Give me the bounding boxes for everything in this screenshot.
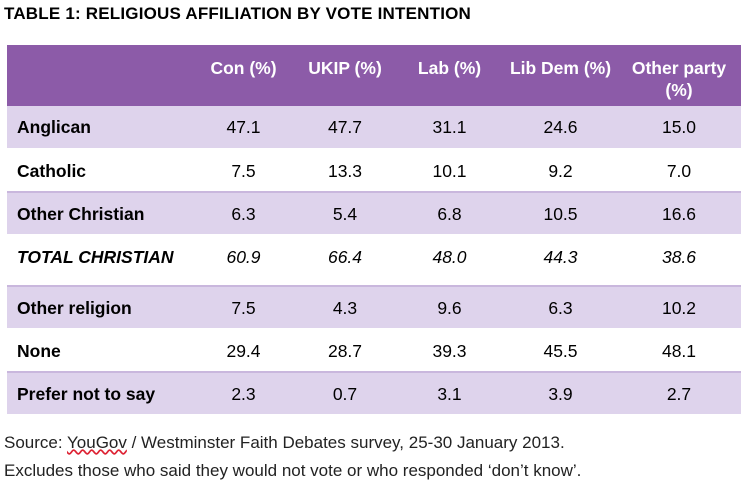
header-cell-other-party: Other party (%): [631, 58, 727, 100]
table-row: Anglican 47.1 47.7 31.1 24.6 15.0: [7, 106, 741, 149]
cell: 24.6: [543, 117, 578, 137]
cell: 6.8: [437, 204, 462, 224]
cell: 7.0: [666, 161, 692, 181]
row-label: TOTAL CHRISTIAN: [17, 247, 174, 267]
cell: 10.1: [432, 161, 467, 181]
source-rest: / Westminster Faith Debates survey, 25-3…: [126, 433, 565, 452]
cell: 29.4: [226, 341, 261, 361]
cell: 6.3: [548, 298, 573, 318]
cell: 15.0: [661, 117, 697, 137]
header-cell-con: Con (%): [210, 58, 277, 78]
header-cell-lab: Lab (%): [417, 58, 482, 78]
cell: 4.3: [332, 298, 358, 318]
cell: 13.3: [327, 161, 363, 181]
source-line: Source: YouGov / Westminster Faith Debat…: [4, 429, 581, 457]
table-row: Catholic 7.5 13.3 10.1 9.2 7.0: [7, 149, 741, 192]
cell: 48.0: [432, 247, 467, 267]
cell: 47.7: [327, 117, 363, 137]
row-label: Prefer not to say: [17, 384, 156, 404]
cell: 60.9: [226, 247, 261, 267]
exclusion-note: Excludes those who said they would not v…: [4, 461, 582, 480]
cell: 10.5: [543, 204, 578, 224]
table-row: Other religion 7.5 4.3 9.6 6.3 10.2: [7, 286, 741, 329]
header-cell-libdem: Lib Dem (%): [509, 58, 612, 78]
table-row: Prefer not to say 2.3 0.7 3.1 3.9 2.7: [7, 372, 741, 415]
cell: 7.5: [231, 298, 256, 318]
row-label: Other religion: [17, 298, 132, 318]
header-row: Con (%) UKIP (%) Lab (%) Lib Dem (%) Oth…: [7, 45, 741, 106]
cell: 16.6: [661, 204, 697, 224]
cell: 0.7: [332, 384, 358, 404]
cell: 3.1: [437, 384, 462, 404]
cell: 39.3: [432, 341, 467, 361]
source-prefix: Source:: [4, 433, 68, 452]
cell: 5.4: [332, 204, 358, 224]
cell: 66.4: [327, 247, 363, 267]
cell: 45.5: [543, 341, 578, 361]
source-link: YouGov: [67, 433, 127, 452]
cell: 3.9: [548, 384, 573, 404]
table-title: TABLE 1: RELIGIOUS AFFILIATION BY VOTE I…: [4, 4, 472, 23]
row-label: None: [17, 341, 61, 361]
row-label: Catholic: [17, 161, 87, 181]
cell: 31.1: [432, 117, 467, 137]
cell: 7.5: [231, 161, 256, 181]
cell: 44.3: [543, 247, 578, 267]
cell: 10.2: [661, 298, 697, 318]
cell: 38.6: [661, 247, 697, 267]
header-cell-blank: [7, 45, 192, 106]
cell: 47.1: [226, 117, 261, 137]
cell: 6.3: [231, 204, 256, 224]
table-row: None 29.4 28.7 39.3 45.5 48.1: [7, 329, 741, 372]
cell: 2.3: [231, 384, 256, 404]
row-label: Anglican: [17, 117, 91, 137]
cell: 2.7: [666, 384, 692, 404]
cell: 28.7: [327, 341, 363, 361]
cell: 9.6: [437, 298, 462, 318]
table-row: TOTAL CHRISTIAN 60.9 66.4 48.0 44.3 38.6: [7, 235, 741, 286]
header-cell-ukip: UKIP (%): [308, 58, 382, 78]
table-notes: Source: YouGov / Westminster Faith Debat…: [4, 429, 581, 485]
row-label: Other Christian: [17, 204, 145, 224]
cell: 48.1: [661, 341, 697, 361]
table-row: Other Christian 6.3 5.4 6.8 10.5 16.6: [7, 192, 741, 235]
cell: 9.2: [548, 161, 573, 181]
affiliation-table: Con (%) UKIP (%) Lab (%) Lib Dem (%) Oth…: [7, 45, 741, 416]
